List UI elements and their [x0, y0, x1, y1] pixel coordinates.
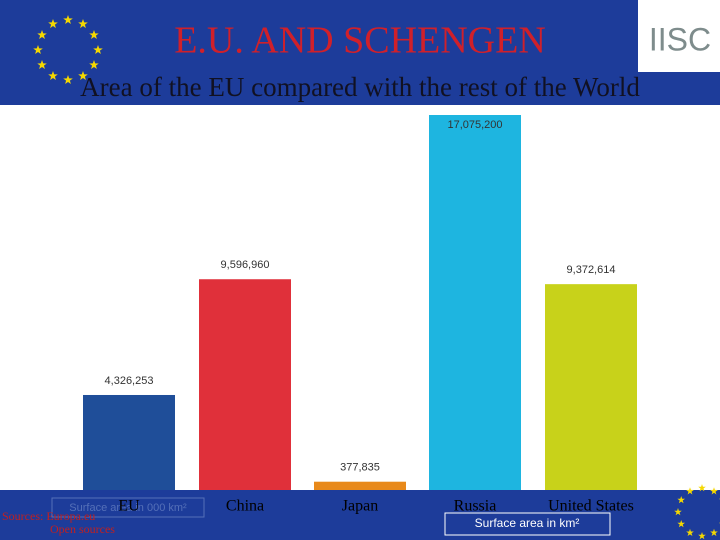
- star: [686, 528, 694, 536]
- value-label: 9,372,614: [567, 264, 616, 276]
- star: [37, 60, 47, 69]
- bar: [83, 394, 175, 490]
- x-tick-label: China: [226, 498, 264, 515]
- header-band: [0, 0, 720, 105]
- star: [37, 30, 47, 39]
- faint-unit-box: [51, 497, 205, 518]
- star: [78, 71, 88, 80]
- x-tick-label: United States: [548, 498, 634, 515]
- value-label: 17,075,200: [447, 119, 502, 131]
- star: [710, 528, 718, 536]
- star: [63, 75, 73, 84]
- x-tick-label: Japan: [342, 498, 378, 515]
- star: [677, 520, 685, 528]
- star: [698, 484, 706, 492]
- value-label: 9,596,960: [221, 259, 270, 271]
- faint-unit-label: Surface area in 000 km²: [69, 502, 187, 514]
- star: [48, 71, 58, 80]
- bar: [545, 284, 637, 490]
- star: [63, 15, 73, 24]
- unit-box: [444, 512, 611, 536]
- bar: [429, 115, 521, 490]
- star: [89, 30, 99, 39]
- value-label: 377,835: [340, 462, 380, 474]
- star: [93, 45, 103, 54]
- chart-title: E.U. AND SCHENGEN: [174, 20, 546, 62]
- value-label: 4,326,253: [105, 375, 154, 387]
- star: [89, 60, 99, 69]
- star: [78, 19, 88, 29]
- star: [686, 487, 694, 495]
- logo: IISC: [649, 21, 711, 57]
- eu-stars: [33, 15, 720, 540]
- x-tick-label: Russia: [454, 498, 497, 515]
- star: [33, 45, 43, 54]
- star: [677, 496, 685, 504]
- chart-subtitle: Area of the EU compared with the rest of…: [80, 72, 640, 102]
- bar: [314, 481, 406, 490]
- star: [698, 532, 706, 540]
- star: [710, 487, 718, 495]
- logo-box: [638, 0, 720, 72]
- star: [674, 508, 682, 516]
- source-line: Open sources: [50, 522, 115, 536]
- source-line: Sources: Europa.eu: [2, 509, 95, 523]
- x-tick-label: EU: [118, 498, 140, 515]
- unit-label: Surface area in km²: [475, 516, 580, 530]
- star: [48, 19, 58, 29]
- bar: [199, 279, 291, 490]
